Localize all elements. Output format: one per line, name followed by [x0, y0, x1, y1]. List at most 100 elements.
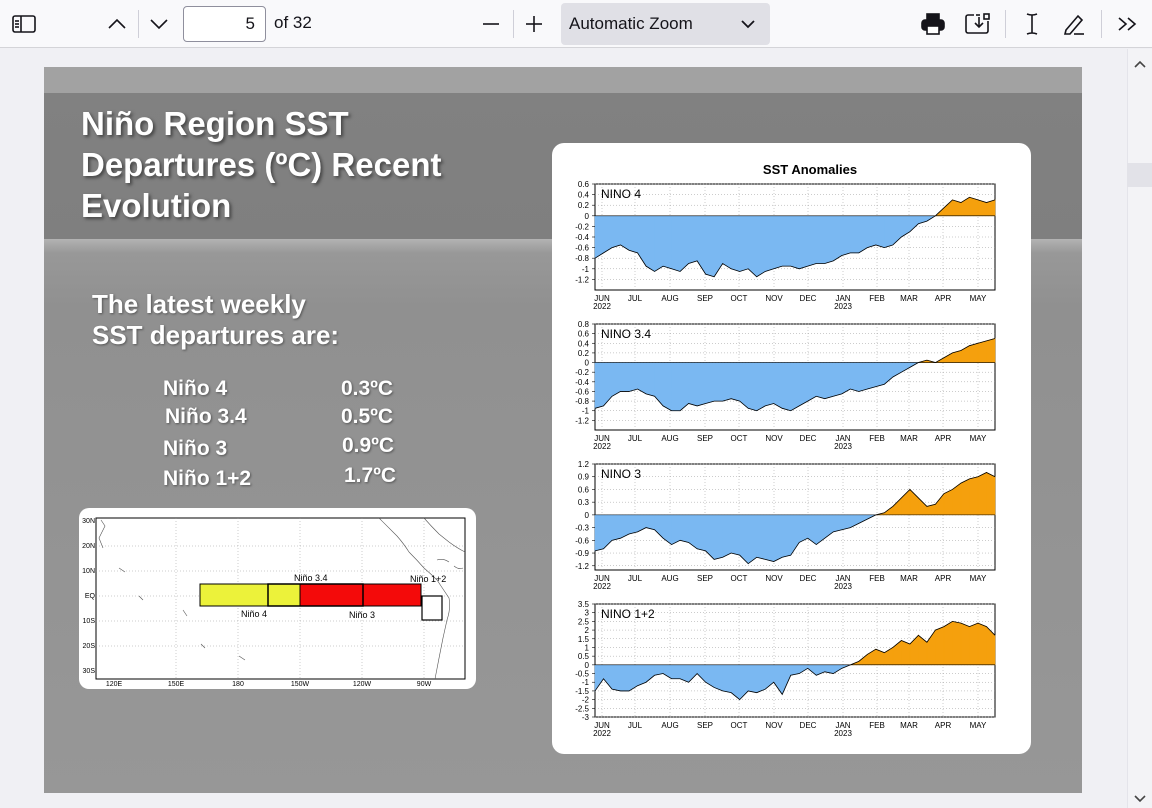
- zoom-out-icon[interactable]: [474, 6, 508, 42]
- map-svg: Niño 3.4 Niño 1+2 Niño 4 Niño 3 30N 20N …: [82, 517, 466, 688]
- y-tick-label: 0.9: [578, 473, 590, 482]
- month-label: JUL: [628, 434, 643, 443]
- map-lon-label: 90W: [417, 681, 432, 688]
- chart-title: SST Anomalies: [763, 162, 857, 177]
- month-label: MAR: [900, 574, 918, 583]
- month-label: SEP: [697, 294, 713, 303]
- month-label: JAN: [835, 574, 850, 583]
- month-label: NOV: [765, 294, 783, 303]
- slide-subtitle: The latest weekly SST departures are:: [92, 289, 339, 351]
- more-tools-icon[interactable]: [1110, 6, 1146, 42]
- map-lon-label: 120E: [106, 681, 123, 688]
- month-label: JAN: [835, 434, 850, 443]
- month-label: OCT: [731, 721, 748, 730]
- scroll-up-icon[interactable]: [1134, 55, 1146, 73]
- month-label: JUL: [628, 294, 643, 303]
- month-label: MAR: [900, 294, 918, 303]
- y-tick-label: -1.2: [575, 275, 589, 284]
- region-name: Niño 4: [163, 377, 228, 400]
- map-label-nino34: Niño 3.4: [294, 573, 328, 583]
- zoom-in-icon[interactable]: [517, 6, 551, 42]
- month-label: FEB: [869, 294, 885, 303]
- year-label: 2023: [834, 302, 852, 311]
- month-label: AUG: [661, 434, 678, 443]
- y-tick-label: 3: [585, 609, 590, 618]
- map-lat-label: 10S: [83, 618, 96, 625]
- month-label: JUN: [594, 294, 610, 303]
- map-lon-label: 150E: [168, 681, 185, 688]
- slide-title: Niño Region SST Departures (ºC) Recent E…: [81, 103, 511, 226]
- draw-tool-icon[interactable]: [1056, 6, 1092, 42]
- y-tick-label: 3.5: [578, 600, 590, 609]
- month-label: OCT: [731, 574, 748, 583]
- y-tick-label: -0.6: [575, 536, 589, 545]
- chevron-down-icon: [740, 3, 756, 45]
- slide-title-line: Niño Region SST: [81, 105, 349, 142]
- month-label: MAY: [970, 721, 987, 730]
- region-value: 0.9ºC: [342, 434, 395, 457]
- map-label-nino12: Niño 1+2: [410, 574, 446, 584]
- y-tick-label: -0.9: [575, 549, 589, 558]
- nino3-west-box: [299, 583, 364, 607]
- map-lat-label: EQ: [85, 593, 96, 600]
- region-name: Niño 3: [163, 437, 228, 460]
- page-number-input[interactable]: 5: [183, 6, 266, 42]
- map-label-nino3: Niño 3: [349, 610, 375, 620]
- slide-title-line: Evolution: [81, 187, 232, 224]
- toolbar-divider: [1005, 10, 1006, 38]
- month-label: AUG: [661, 574, 678, 583]
- nino4-box: [199, 583, 269, 607]
- month-label: SEP: [697, 434, 713, 443]
- y-tick-label: 0: [585, 661, 590, 670]
- month-label: NOV: [765, 434, 783, 443]
- map-lat-label: 20S: [83, 643, 96, 650]
- save-icon[interactable]: [960, 6, 996, 42]
- month-label: SEP: [697, 721, 713, 730]
- y-tick-label: -1.2: [575, 562, 589, 571]
- region-value: 0.3ºC: [341, 377, 394, 400]
- anomaly-series-line: [594, 620, 996, 701]
- y-tick-label: -1: [582, 407, 590, 416]
- scroll-down-icon[interactable]: [1134, 790, 1146, 808]
- zoom-select[interactable]: Automatic Zoom: [561, 3, 770, 45]
- y-tick-label: 0.2: [578, 201, 590, 210]
- page-count-label: of 32: [274, 13, 312, 32]
- y-tick-label: -0.6: [575, 244, 589, 253]
- y-tick-label: -0.8: [575, 254, 589, 263]
- y-tick-label: 0.6: [578, 180, 590, 189]
- print-icon[interactable]: [915, 6, 951, 42]
- y-tick-label: -3: [582, 713, 590, 722]
- nino34-box: [267, 583, 364, 607]
- previous-page-icon[interactable]: [100, 6, 134, 42]
- anomaly-series-line: [594, 338, 996, 412]
- next-page-icon[interactable]: [142, 6, 176, 42]
- y-tick-label: -2: [582, 696, 590, 705]
- month-label: OCT: [731, 434, 748, 443]
- year-label: 2022: [593, 442, 611, 451]
- y-tick-label: -0.4: [575, 233, 589, 242]
- month-label: DEC: [800, 434, 817, 443]
- map-lat-label: 30N: [82, 518, 95, 525]
- month-label: DEC: [800, 574, 817, 583]
- month-label: JAN: [835, 721, 850, 730]
- nino12-box: [421, 595, 443, 621]
- sidebar-toggle-icon[interactable]: [8, 6, 40, 42]
- text-tool-icon[interactable]: [1014, 6, 1050, 42]
- y-tick-label: -1.5: [575, 687, 589, 696]
- scrollbar-thumb[interactable]: [1127, 163, 1152, 187]
- year-label: 2022: [593, 729, 611, 738]
- month-label: SEP: [697, 574, 713, 583]
- y-tick-label: 0.6: [578, 330, 590, 339]
- map-lon-label: 180: [232, 681, 244, 688]
- panel-name: NINO 4: [601, 187, 641, 201]
- y-tick-label: 0.2: [578, 349, 590, 358]
- map-lat-label: 10N: [82, 568, 95, 575]
- year-label: 2023: [834, 582, 852, 591]
- y-tick-label: 0: [585, 212, 590, 221]
- y-tick-label: 0.8: [578, 320, 590, 329]
- nino3-east-box: [362, 583, 422, 607]
- month-label: APR: [935, 434, 952, 443]
- month-label: MAY: [970, 434, 987, 443]
- y-tick-label: 1.2: [578, 460, 590, 469]
- y-tick-label: 1: [585, 643, 590, 652]
